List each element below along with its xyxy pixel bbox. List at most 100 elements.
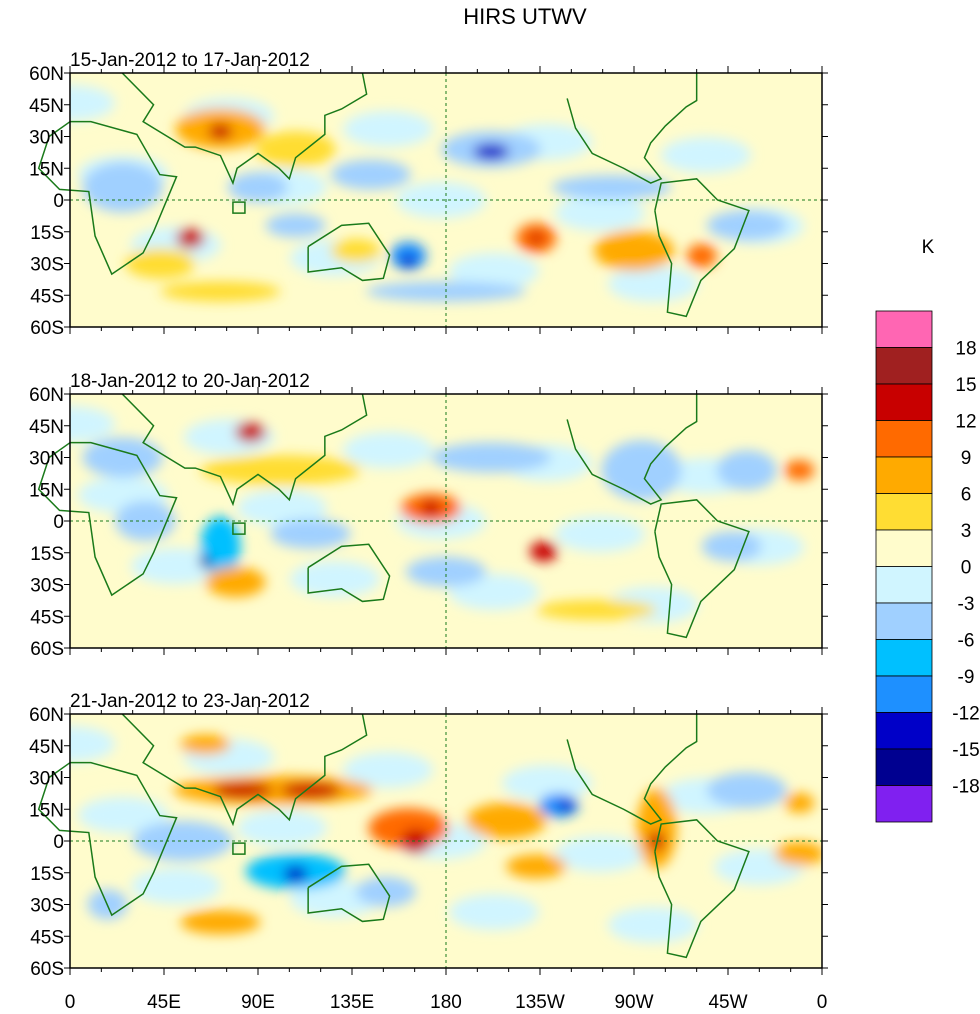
lat-tick-label: 15N (29, 800, 64, 821)
anomaly-contour (706, 210, 787, 241)
colorbar-box (875, 566, 933, 604)
colorbar: 18 15 12 9 6 3 0 -3 -6 -9 -12 -15 -18 (875, 310, 980, 823)
lat-tick-label: 30S (30, 576, 64, 597)
region-box (232, 522, 246, 535)
anomaly-contour (280, 782, 341, 799)
anomaly-contour (205, 566, 266, 597)
anomaly-contour (125, 248, 196, 279)
colorbar-label: -12 (952, 704, 979, 725)
anomaly-contour (330, 238, 381, 263)
colorbar-box (875, 493, 933, 531)
region-box (232, 842, 246, 855)
coastlines (37, 713, 750, 959)
anomaly-contour (558, 799, 575, 812)
colorbar-box (875, 639, 933, 677)
lat-tick-label: 30S (30, 896, 64, 917)
anomaly-contour (686, 243, 717, 268)
continent-outline (121, 713, 368, 827)
anomaly-contour (466, 802, 547, 839)
colorbar-box (875, 785, 933, 823)
colorbar-box (875, 529, 933, 567)
anomaly-contour (330, 159, 411, 190)
anomaly-contour (255, 131, 336, 168)
anomaly-contour (82, 437, 163, 478)
lat-tick-label: 60S (30, 318, 64, 339)
anomaly-contour (701, 531, 762, 562)
lat-tick-label: 30N (29, 769, 64, 790)
colorbar-box (875, 456, 933, 494)
continent-outline (37, 441, 178, 597)
anomaly-contour (270, 518, 351, 549)
lat-tick-label: 60N (29, 385, 64, 406)
anomaly-contour (473, 143, 510, 160)
anomaly-contour (594, 230, 674, 271)
colorbar-label: 18 (955, 339, 976, 360)
colorbar-label: 0 (961, 558, 972, 579)
anomaly-contour (406, 556, 486, 587)
lat-tick-label: 0 (53, 512, 64, 533)
lon-tick-label: 45W (708, 992, 747, 1013)
lon-tick-label: 90W (614, 992, 653, 1013)
figure-title: HIRS UTWV (463, 4, 587, 29)
continent-outline (121, 393, 368, 507)
anomaly-contour (784, 792, 815, 813)
lat-tick-label: 30N (29, 128, 64, 149)
colorbar-box (875, 310, 933, 348)
colorbar-label: -3 (958, 594, 975, 615)
colorbar-label: 6 (961, 485, 972, 506)
continent-outline (654, 819, 750, 959)
lat-tick-label: 30N (29, 449, 64, 470)
anomaly-contour (530, 232, 543, 245)
continent-outline (566, 714, 698, 825)
lon-tick-label: 135W (515, 992, 565, 1013)
lat-tick-label: 45S (30, 286, 64, 307)
anomaly-contour (265, 213, 326, 238)
colorbar-label: 12 (955, 412, 976, 433)
lat-tick-label: 60N (29, 705, 64, 726)
coastlines (37, 72, 750, 318)
anomaly-contour (784, 460, 815, 481)
colorbar-label: -9 (958, 667, 975, 688)
lon-tick-label: 0 (65, 992, 76, 1013)
lat-tick-label: 15S (30, 864, 64, 885)
continent-outline (654, 499, 750, 639)
lon-tick-label: 45E (147, 992, 181, 1013)
lat-tick-label: 15S (30, 544, 64, 565)
anomaly-contour (636, 788, 677, 869)
lat-tick-label: 15N (29, 159, 64, 180)
anomaly-contour (235, 422, 266, 443)
lat-tick-label: 45N (29, 96, 64, 117)
anomaly-contour (208, 123, 233, 140)
anomaly-contour (283, 866, 308, 883)
anomaly-contour (400, 254, 417, 267)
anomaly-contour (228, 172, 288, 203)
anomaly-contour (132, 821, 233, 861)
continent-outline (654, 178, 750, 318)
lat-tick-label: 60N (29, 64, 64, 85)
colorbar-units: K (922, 237, 935, 258)
continent-outline (307, 222, 391, 282)
continent-outline (566, 73, 698, 184)
lat-tick-label: 30S (30, 255, 64, 276)
lat-tick-label: 0 (53, 832, 64, 853)
continent-outline (121, 72, 368, 186)
continent-outline (307, 543, 391, 603)
anomaly-contour (529, 541, 558, 562)
map-panel-1: 60N 45N 30N 15N 0 15S 30S 45S 60S 15-Jan-2012 to … (29, 50, 828, 339)
map-panel-2: 60N 45N 30N 15N 0 15S 30S 45S 60S 18-Jan-2012 to … (29, 371, 828, 660)
anomaly-contour (180, 910, 261, 935)
anomaly-contour (176, 228, 205, 249)
colorbar-box (875, 420, 933, 458)
anomaly-contour (200, 455, 361, 486)
lat-tick-label: 60S (30, 959, 64, 980)
colorbar-box (875, 347, 933, 385)
panel-date-label: 15-Jan-2012 to 17-Jan-2012 (70, 50, 310, 71)
anomaly-contour (180, 734, 231, 755)
lat-tick-label: 45N (29, 737, 64, 758)
lat-tick-label: 60S (30, 639, 64, 660)
continent-outline (37, 120, 178, 276)
colorbar-box (875, 602, 933, 640)
anomaly-contour (536, 599, 657, 620)
lon-axis: 0 45E 90E 135E 180 135W 90W 45W 0 (65, 992, 828, 1013)
